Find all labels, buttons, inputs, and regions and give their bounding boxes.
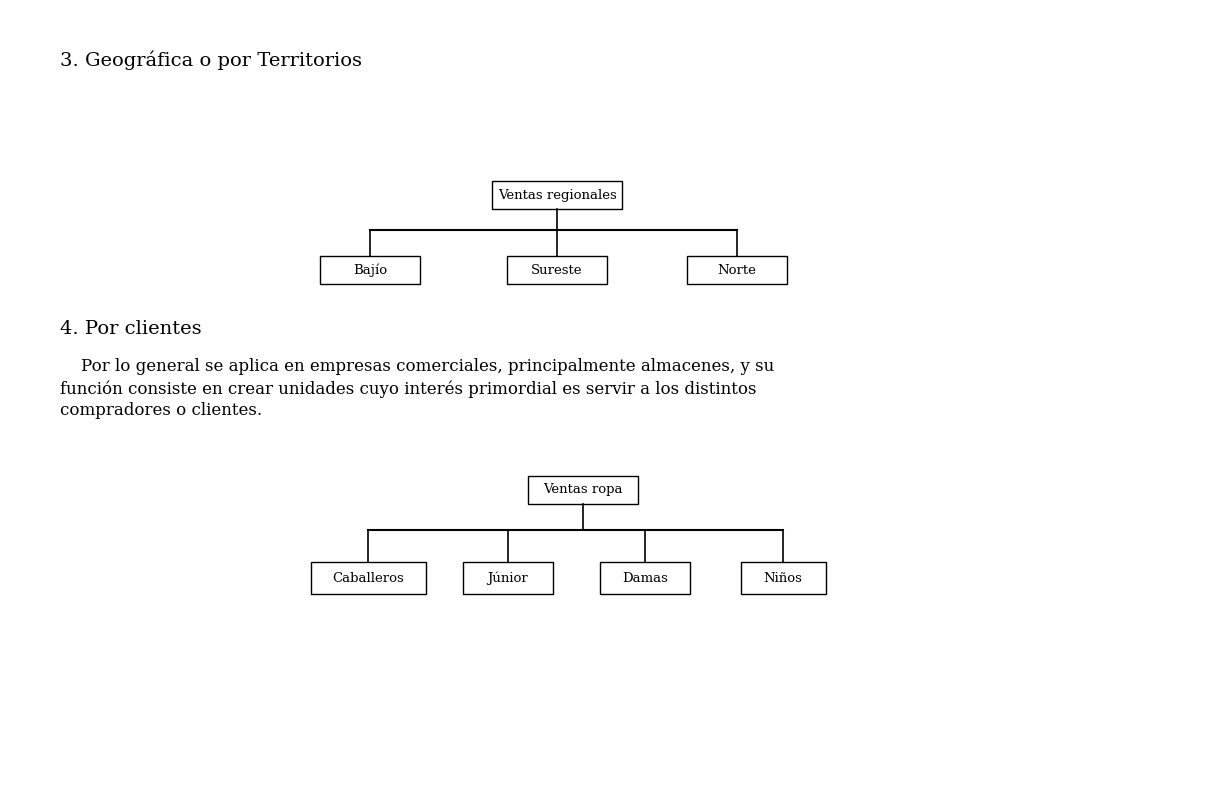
- Text: Damas: Damas: [622, 572, 668, 584]
- Text: Caballeros: Caballeros: [332, 572, 404, 584]
- Text: 4. Por clientes: 4. Por clientes: [60, 320, 202, 338]
- FancyBboxPatch shape: [311, 562, 426, 594]
- Text: Bajío: Bajío: [353, 263, 387, 276]
- Text: Júnior: Júnior: [487, 571, 529, 584]
- Text: Sureste: Sureste: [531, 264, 583, 276]
- FancyBboxPatch shape: [507, 256, 607, 284]
- FancyBboxPatch shape: [687, 256, 787, 284]
- Text: compradores o clientes.: compradores o clientes.: [60, 402, 262, 419]
- Text: Por lo general se aplica en empresas comerciales, principalmente almacenes, y su: Por lo general se aplica en empresas com…: [60, 358, 775, 375]
- FancyBboxPatch shape: [741, 562, 825, 594]
- Text: Norte: Norte: [717, 264, 756, 276]
- FancyBboxPatch shape: [600, 562, 690, 594]
- Text: Niños: Niños: [764, 572, 803, 584]
- Text: función consiste en crear unidades cuyo interés primordial es servir a los disti: función consiste en crear unidades cuyo …: [60, 380, 756, 398]
- FancyBboxPatch shape: [319, 256, 420, 284]
- Text: Ventas regionales: Ventas regionales: [498, 188, 617, 201]
- Text: 3. Geográfica o por Territorios: 3. Geográfica o por Territorios: [60, 50, 362, 70]
- FancyBboxPatch shape: [528, 476, 638, 504]
- Text: Ventas ropa: Ventas ropa: [543, 483, 623, 497]
- FancyBboxPatch shape: [492, 181, 622, 209]
- FancyBboxPatch shape: [463, 562, 553, 594]
